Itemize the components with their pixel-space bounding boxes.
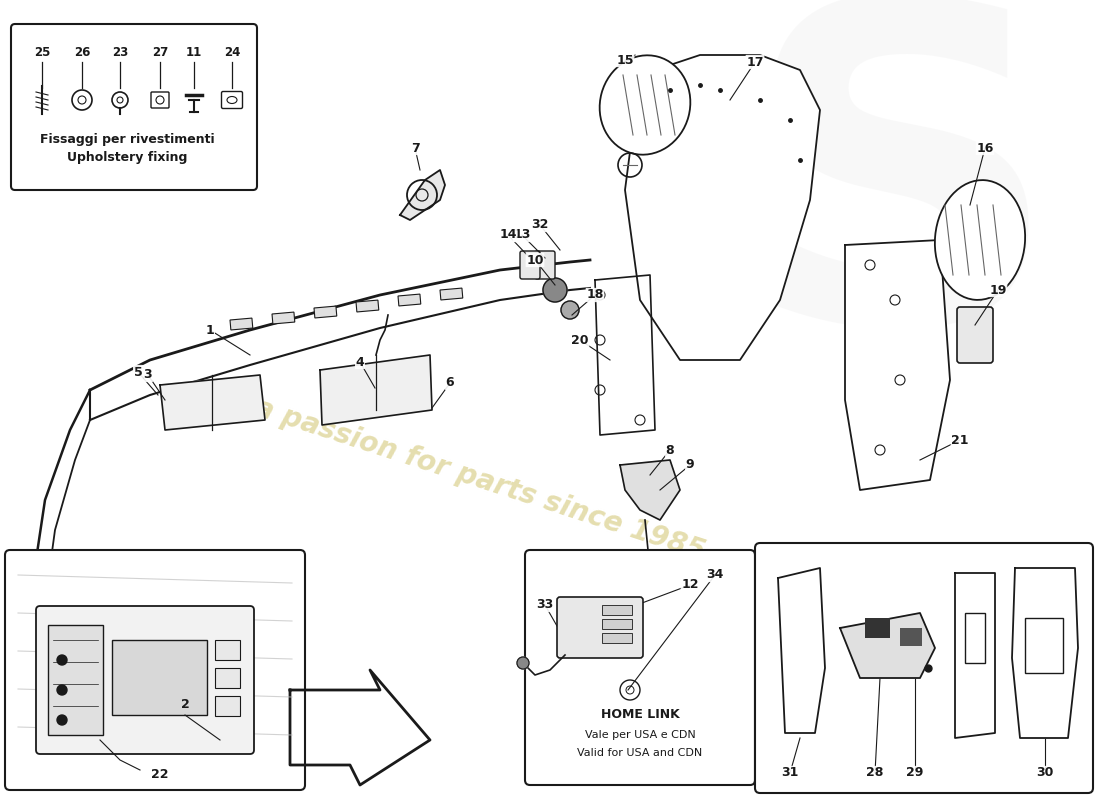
Circle shape bbox=[57, 685, 67, 695]
FancyBboxPatch shape bbox=[520, 251, 540, 279]
FancyBboxPatch shape bbox=[525, 550, 755, 785]
Circle shape bbox=[543, 278, 566, 302]
Text: HOME LINK: HOME LINK bbox=[601, 709, 680, 722]
Polygon shape bbox=[778, 568, 825, 733]
Polygon shape bbox=[625, 55, 820, 360]
Text: 13: 13 bbox=[514, 229, 530, 242]
Text: Fissaggi per rivestimenti: Fissaggi per rivestimenti bbox=[40, 134, 214, 146]
Polygon shape bbox=[955, 573, 996, 738]
Bar bbox=[602, 605, 632, 615]
FancyBboxPatch shape bbox=[36, 606, 254, 754]
Text: 24: 24 bbox=[223, 46, 240, 58]
Bar bbox=[602, 619, 632, 629]
Polygon shape bbox=[620, 460, 680, 520]
Text: 29: 29 bbox=[906, 766, 924, 779]
Polygon shape bbox=[160, 375, 265, 430]
Text: 12: 12 bbox=[681, 578, 698, 591]
Text: 28: 28 bbox=[867, 766, 883, 779]
Text: 21: 21 bbox=[952, 434, 969, 446]
Text: 10: 10 bbox=[526, 254, 543, 266]
Text: 32: 32 bbox=[531, 218, 549, 231]
Polygon shape bbox=[290, 670, 430, 785]
Bar bbox=[900, 628, 922, 646]
Text: 27: 27 bbox=[152, 46, 168, 58]
Bar bbox=[48, 625, 103, 735]
FancyBboxPatch shape bbox=[151, 92, 169, 108]
Bar bbox=[865, 618, 890, 638]
Text: 30: 30 bbox=[1036, 766, 1054, 779]
Text: 17: 17 bbox=[746, 55, 763, 69]
Bar bbox=[112, 640, 207, 715]
FancyBboxPatch shape bbox=[11, 24, 257, 190]
Bar bbox=[1025, 618, 1063, 673]
Text: 7: 7 bbox=[410, 142, 419, 154]
FancyBboxPatch shape bbox=[957, 307, 993, 363]
Circle shape bbox=[57, 655, 67, 665]
Text: 19: 19 bbox=[989, 283, 1006, 297]
Text: 22: 22 bbox=[152, 769, 168, 782]
Text: 31: 31 bbox=[781, 766, 799, 779]
Text: 2: 2 bbox=[180, 698, 189, 711]
Text: 23: 23 bbox=[112, 46, 128, 58]
Text: 33: 33 bbox=[537, 598, 553, 611]
Polygon shape bbox=[595, 275, 654, 435]
Bar bbox=[602, 633, 632, 643]
Polygon shape bbox=[320, 355, 432, 425]
Text: 15: 15 bbox=[616, 54, 634, 66]
Text: 14: 14 bbox=[499, 229, 517, 242]
Bar bbox=[272, 312, 295, 324]
Ellipse shape bbox=[227, 97, 236, 103]
Text: 5: 5 bbox=[133, 366, 142, 378]
Text: 20: 20 bbox=[571, 334, 588, 346]
Circle shape bbox=[561, 301, 579, 319]
Bar bbox=[314, 306, 337, 318]
Polygon shape bbox=[1012, 568, 1078, 738]
Text: 18: 18 bbox=[586, 289, 604, 302]
FancyBboxPatch shape bbox=[6, 550, 305, 790]
Bar bbox=[214, 640, 240, 660]
Polygon shape bbox=[845, 240, 950, 490]
FancyBboxPatch shape bbox=[221, 91, 242, 109]
Bar bbox=[356, 300, 378, 312]
Text: Vale per USA e CDN: Vale per USA e CDN bbox=[584, 730, 695, 740]
Text: 1: 1 bbox=[206, 323, 214, 337]
Text: S: S bbox=[740, 0, 1060, 415]
Text: Upholstery fixing: Upholstery fixing bbox=[67, 151, 187, 165]
Text: 4: 4 bbox=[355, 355, 364, 369]
Text: 11: 11 bbox=[186, 46, 202, 58]
FancyBboxPatch shape bbox=[557, 597, 644, 658]
Text: 26: 26 bbox=[74, 46, 90, 58]
Bar bbox=[440, 288, 463, 300]
Polygon shape bbox=[840, 613, 935, 678]
Bar bbox=[398, 294, 421, 306]
Text: 6: 6 bbox=[446, 377, 454, 390]
FancyBboxPatch shape bbox=[755, 543, 1093, 793]
Text: a passion for parts since 1985: a passion for parts since 1985 bbox=[251, 394, 708, 566]
Circle shape bbox=[57, 715, 67, 725]
Bar bbox=[230, 318, 253, 330]
Text: 34: 34 bbox=[706, 569, 724, 582]
Text: 9: 9 bbox=[685, 458, 694, 471]
Bar bbox=[214, 696, 240, 716]
Bar bbox=[965, 613, 985, 663]
Text: 16: 16 bbox=[977, 142, 993, 154]
Text: 8: 8 bbox=[666, 443, 674, 457]
Ellipse shape bbox=[935, 180, 1025, 300]
Ellipse shape bbox=[600, 55, 691, 154]
FancyBboxPatch shape bbox=[535, 251, 556, 279]
Circle shape bbox=[517, 657, 529, 669]
Text: Valid for USA and CDN: Valid for USA and CDN bbox=[578, 748, 703, 758]
Polygon shape bbox=[400, 170, 446, 220]
Bar bbox=[214, 668, 240, 688]
Text: 25: 25 bbox=[34, 46, 51, 58]
Text: 3: 3 bbox=[144, 369, 152, 382]
